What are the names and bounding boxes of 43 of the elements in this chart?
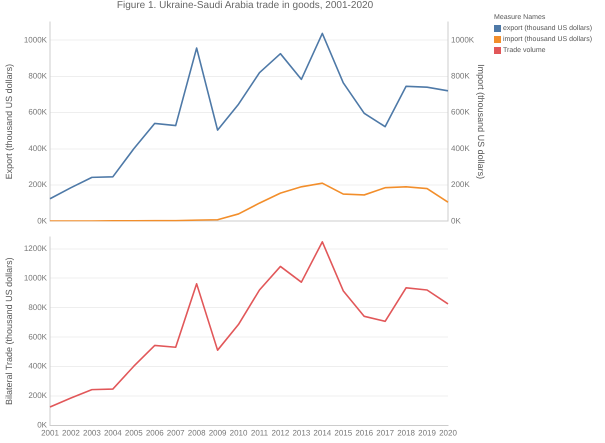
x-tick-label: 2007 xyxy=(166,428,186,438)
chart-title: Figure 1. Ukraine-Saudi Arabia trade in goods, 2001-2020 xyxy=(116,0,374,13)
x-tick-label: 2005 xyxy=(124,428,144,438)
x-tick-label: 2018 xyxy=(397,428,416,438)
y-tick-label: 1000K xyxy=(24,273,48,282)
x-tick-label: 2009 xyxy=(208,428,228,438)
x-tick-label: 2013 xyxy=(292,428,311,438)
y-tick-label: 1000K xyxy=(24,35,48,44)
y2-tick-label: 600K xyxy=(451,108,470,117)
x-tick-label: 2020 xyxy=(439,428,458,438)
x-tick-label: 2011 xyxy=(250,428,269,438)
x-tick-label: 2003 xyxy=(82,428,102,438)
x-tick-label: 2006 xyxy=(146,428,164,438)
x-tick-label: 2019 xyxy=(418,428,436,438)
x-tick-label: 2014 xyxy=(313,428,332,438)
y-tick-label: 0K xyxy=(37,420,48,430)
x-tick-label: 2017 xyxy=(376,428,395,438)
y-tick-label: 800K xyxy=(28,302,48,312)
x-tick-label: 2012 xyxy=(272,428,290,438)
y-tick-label: 600K xyxy=(28,332,48,342)
y2-tick-label: 1000K xyxy=(451,35,475,44)
y2-axis-title: Import (thousand US dollars) xyxy=(476,64,486,180)
y-tick-label: 800K xyxy=(28,72,48,81)
x-tick-label: 2002 xyxy=(62,428,80,438)
x-tick-label: 2008 xyxy=(188,428,206,438)
y-tick-label: 200K xyxy=(28,391,48,400)
y-axis-title: Bilateral Trade (thousand US dollars) xyxy=(4,257,14,405)
x-tick-label: 2010 xyxy=(230,428,248,438)
x-tick-label: 2004 xyxy=(104,428,122,438)
y-tick-label: 600K xyxy=(28,108,48,117)
y-tick-label: 400K xyxy=(28,362,48,371)
y2-tick-label: 200K xyxy=(451,180,470,190)
y-tick-label: 200K xyxy=(28,180,48,190)
y2-tick-label: 400K xyxy=(451,144,470,153)
y2-tick-label: 0K xyxy=(451,216,462,226)
x-tick-label: 2001 xyxy=(41,428,60,438)
y-tick-label: 0K xyxy=(37,216,48,226)
x-tick-label: 2016 xyxy=(355,428,374,438)
y-axis-title: Export (thousand US dollars) xyxy=(4,64,14,180)
y-tick-label: 1200K xyxy=(24,244,48,253)
y-tick-label: 400K xyxy=(28,144,48,153)
y2-tick-label: 800K xyxy=(451,72,470,81)
x-tick-label: 2015 xyxy=(334,428,353,438)
